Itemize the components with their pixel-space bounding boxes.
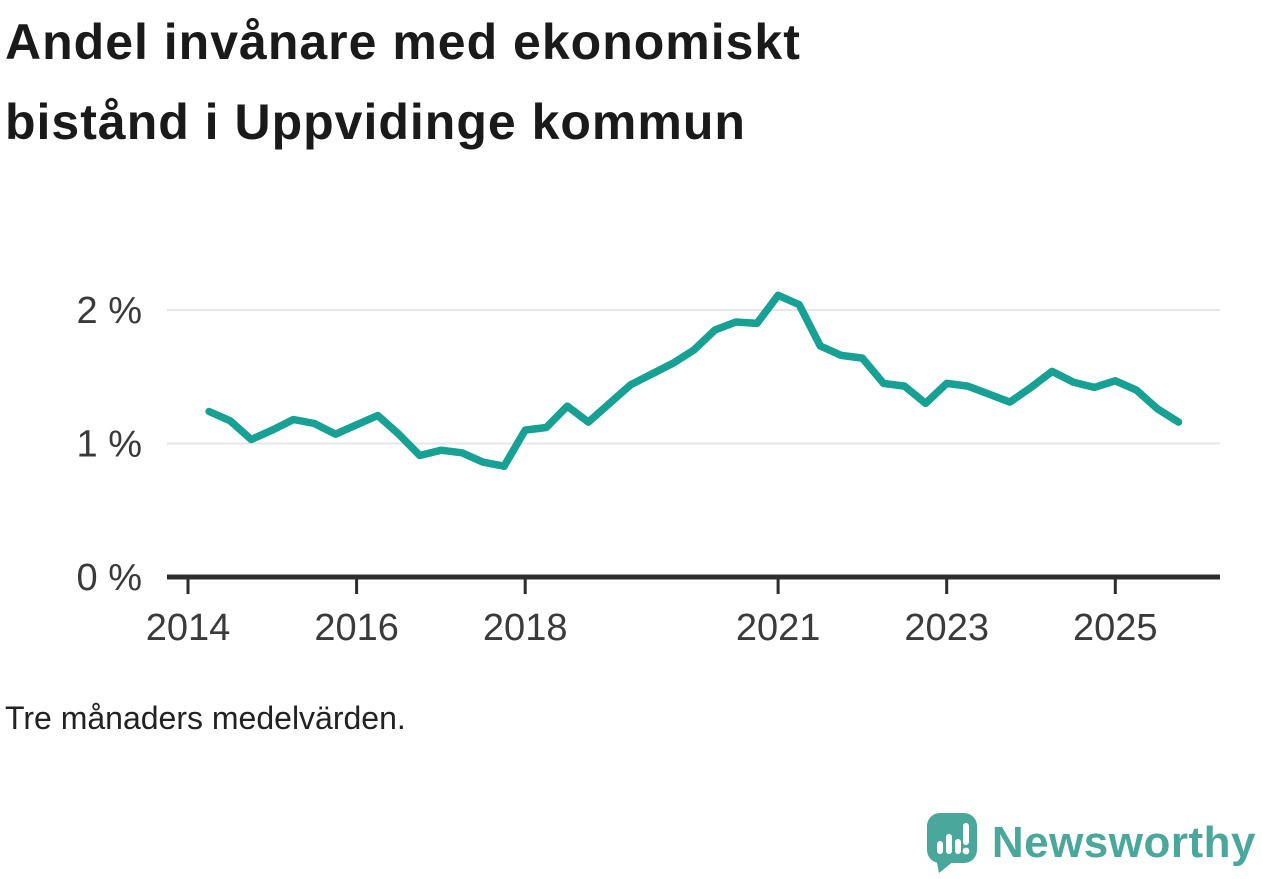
x-axis-label: 2014 <box>146 607 231 649</box>
newsworthy-logo-icon <box>926 813 977 873</box>
bar-chart-icon <box>936 834 961 854</box>
brand-footer: Newsworthy <box>926 812 1256 874</box>
y-axis-label: 0 % <box>77 557 142 599</box>
brand-wordmark: Newsworthy <box>991 818 1256 867</box>
x-axis-label: 2021 <box>736 607 821 649</box>
x-axis-label: 2023 <box>904 607 989 649</box>
x-axis-label: 2018 <box>483 607 568 649</box>
chart-title-line1: Andel invånare med ekonomiskt <box>5 14 801 70</box>
x-axis-label: 2025 <box>1073 607 1158 649</box>
y-axis-label: 1 % <box>77 424 142 466</box>
exclamation-icon <box>962 823 970 855</box>
chart-footnote: Tre månaders medelvärden. <box>5 700 406 736</box>
y-axis-label: 2 % <box>77 290 142 332</box>
x-axis-label: 2016 <box>314 607 399 649</box>
chart-title-line2: bistånd i Uppvidinge kommun <box>5 94 746 150</box>
trend-line <box>205 291 1183 470</box>
chart-title: Andel invånare med ekonomiskt bistånd i … <box>5 2 801 162</box>
